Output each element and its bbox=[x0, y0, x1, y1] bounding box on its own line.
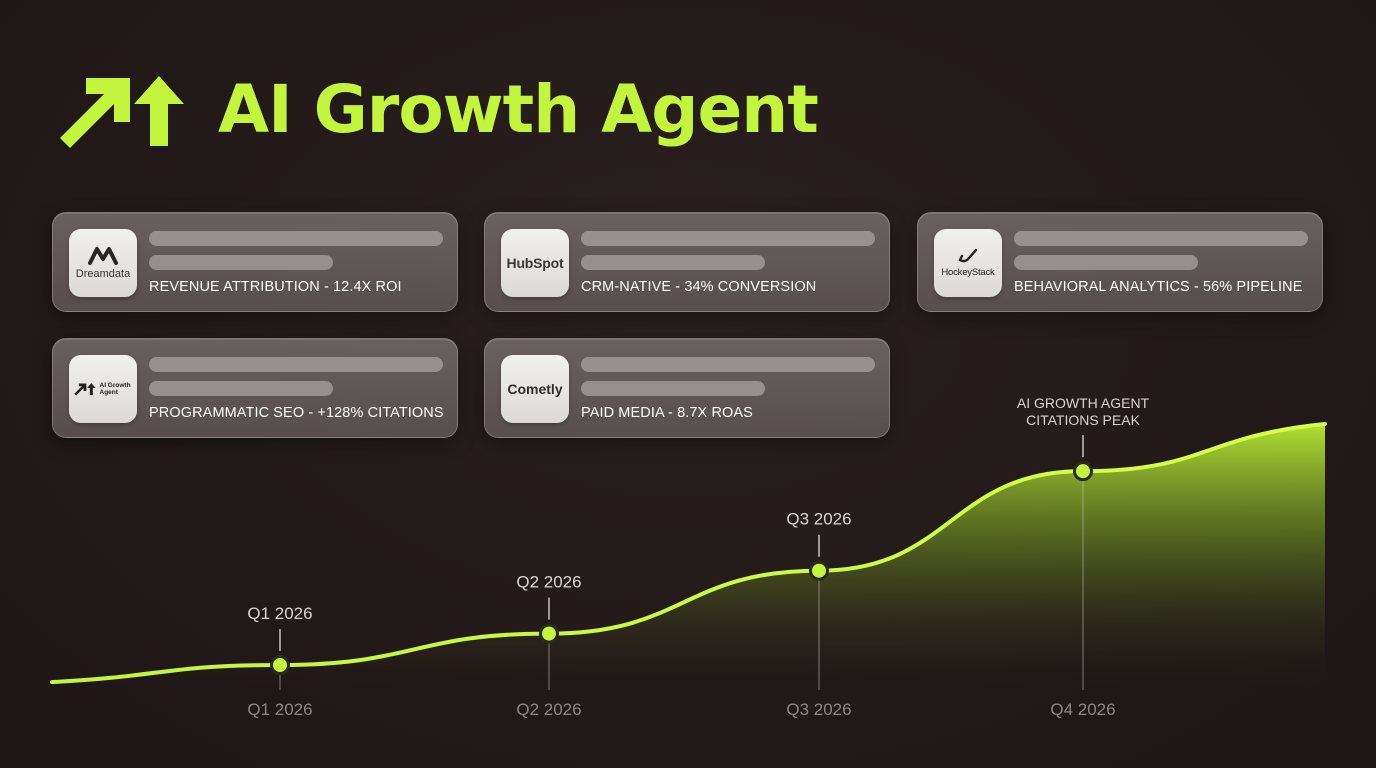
hubspot-logo-icon: HubSpot bbox=[501, 229, 569, 297]
placeholder-line bbox=[149, 357, 443, 372]
area-fill bbox=[52, 424, 1325, 686]
growth-arrows-icon bbox=[60, 76, 184, 148]
placeholder-line bbox=[581, 381, 765, 396]
card-caption: PROGRAMMATIC SEO - +128% CITATIONS bbox=[149, 405, 444, 421]
milestone-marker[interactable] bbox=[270, 655, 290, 676]
placeholder-line bbox=[581, 255, 765, 270]
milestone-label: AI GROWTH AGENT CITATIONS PEAK bbox=[1017, 395, 1150, 428]
cometly-logo-icon: Cometly bbox=[501, 355, 569, 423]
placeholder-line bbox=[149, 231, 443, 246]
ai-growth-agent-logo-icon: AI Growth Agent bbox=[69, 355, 137, 423]
card-caption: PAID MEDIA - 8.7X ROAS bbox=[581, 405, 753, 421]
card-logo-label: AI Growth Agent bbox=[99, 382, 131, 396]
card-caption: CRM-NATIVE - 34% CONVERSION bbox=[581, 279, 817, 295]
card-logo-label: HubSpot bbox=[506, 255, 564, 271]
card-logo-label: Cometly bbox=[507, 381, 563, 397]
page-title: AI Growth Agent bbox=[218, 71, 819, 148]
card-caption: BEHAVIORAL ANALYTICS - 56% PIPELINE bbox=[1014, 279, 1303, 295]
header: AI Growth Agent bbox=[52, 68, 819, 152]
milestone-labels: Q1 2026 Q2 2026 Q3 2026 AI GROWTH AGENT CITA… bbox=[247, 395, 1149, 623]
placeholder-line bbox=[581, 357, 875, 372]
x-tick-label: Q2 2026 bbox=[516, 700, 581, 719]
card-logo-label: HockeyStack bbox=[941, 267, 995, 278]
placeholder-line bbox=[149, 255, 333, 270]
card-cometly[interactable]: Cometly PAID MEDIA - 8.7X ROAS bbox=[484, 338, 890, 438]
card-dreamdata[interactable]: Dreamdata REVENUE ATTRIBUTION - 12.4X RO… bbox=[52, 212, 458, 312]
milestone-label: Q2 2026 bbox=[516, 573, 581, 592]
hockey-stick-icon bbox=[958, 248, 978, 263]
growth-arrows-icon bbox=[73, 383, 96, 396]
milestone-markers bbox=[270, 461, 1093, 676]
card-hubspot[interactable]: HubSpot CRM-NATIVE - 34% CONVERSION bbox=[484, 212, 890, 312]
x-tick-label: Q4 2026 bbox=[1050, 700, 1115, 719]
placeholder-line bbox=[149, 381, 333, 396]
guide-lines bbox=[279, 435, 1084, 690]
card-hockeystack[interactable]: HockeyStack BEHAVIORAL ANALYTICS - 56% P… bbox=[917, 212, 1323, 312]
x-tick-label: Q3 2026 bbox=[786, 700, 851, 719]
placeholder-line bbox=[581, 231, 875, 246]
hockeystack-logo-icon: HockeyStack bbox=[934, 229, 1002, 297]
milestone-marker[interactable] bbox=[1073, 461, 1093, 482]
dreamdata-mark-icon bbox=[88, 246, 118, 265]
milestone-marker[interactable] bbox=[539, 623, 559, 644]
x-tick-label: Q1 2026 bbox=[247, 700, 312, 719]
card-ai-growth-agent[interactable]: AI Growth Agent PROGRAMMATIC SEO - +128%… bbox=[52, 338, 458, 438]
milestone-marker[interactable] bbox=[809, 560, 829, 581]
milestone-label: Q1 2026 bbox=[247, 604, 312, 623]
dreamdata-logo-icon: Dreamdata bbox=[69, 229, 137, 297]
placeholder-line bbox=[1014, 255, 1198, 270]
card-logo-label: Dreamdata bbox=[75, 267, 131, 280]
x-axis-ticks: Q1 2026 Q2 2026 Q3 2026 Q4 2026 bbox=[247, 700, 1115, 719]
card-caption: REVENUE ATTRIBUTION - 12.4X ROI bbox=[149, 279, 402, 295]
placeholder-line bbox=[1014, 231, 1308, 246]
milestone-label: Q3 2026 bbox=[786, 510, 851, 529]
